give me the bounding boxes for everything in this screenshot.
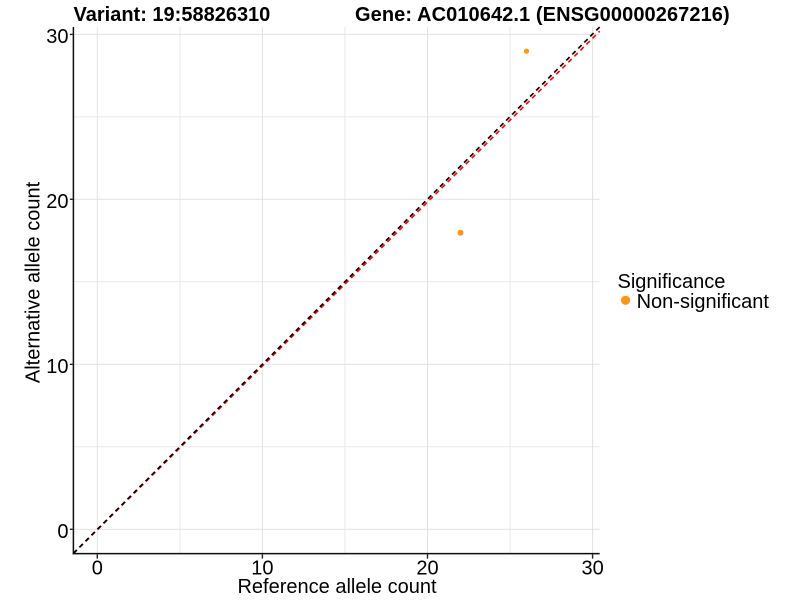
- svg-text:10: 10: [46, 356, 68, 378]
- svg-text:0: 0: [57, 521, 68, 543]
- svg-text:10: 10: [251, 557, 273, 579]
- svg-text:Variant: 19:58826310: Variant: 19:58826310: [74, 4, 271, 26]
- svg-text:30: 30: [46, 26, 68, 48]
- svg-text:Reference allele count: Reference allele count: [237, 576, 436, 598]
- svg-text:0: 0: [92, 557, 103, 579]
- svg-text:20: 20: [46, 191, 68, 213]
- svg-text:Non-significant: Non-significant: [637, 291, 770, 313]
- svg-text:Alternative allele count: Alternative allele count: [23, 181, 45, 383]
- svg-text:20: 20: [416, 557, 438, 579]
- svg-text:Gene: AC010642.1 (ENSG00000267: Gene: AC010642.1 (ENSG00000267216): [355, 4, 730, 26]
- svg-text:Significance: Significance: [618, 271, 726, 293]
- svg-text:30: 30: [581, 557, 603, 579]
